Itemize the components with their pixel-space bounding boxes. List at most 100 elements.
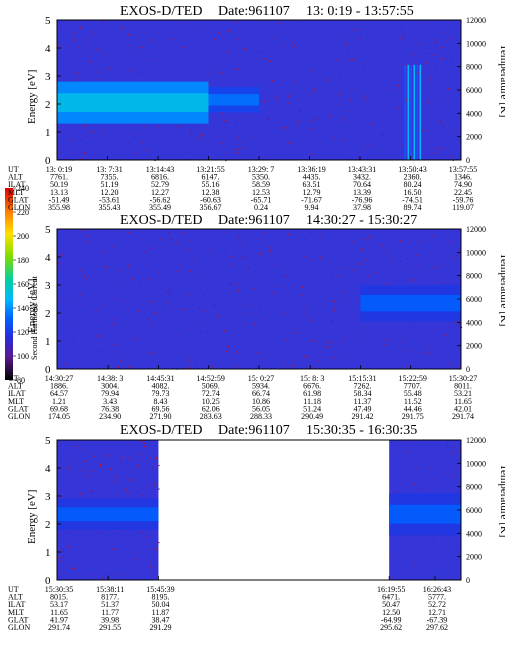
orbit-value: 290.49 [301, 412, 323, 421]
noise-speck [367, 36, 369, 38]
noise-speck [302, 286, 304, 288]
noise-speck [235, 127, 237, 129]
noise-speck [410, 441, 412, 443]
y-tick-label: 4 [45, 463, 51, 475]
noise-speck [262, 338, 265, 340]
noise-speck [444, 40, 446, 42]
noise-speck [391, 261, 393, 263]
noise-speck [383, 41, 385, 43]
noise-speck [202, 134, 204, 136]
noise-speck [99, 79, 101, 81]
noise-speck [138, 471, 141, 473]
noise-speck [77, 301, 79, 303]
noise-speck [159, 239, 161, 241]
noise-speck [177, 33, 179, 35]
noise-speck [414, 483, 416, 485]
noise-speck [435, 42, 437, 44]
noise-speck [182, 46, 184, 48]
noise-speck [98, 531, 100, 534]
noise-speck [227, 30, 230, 33]
y-right-tick-label: 10000 [466, 248, 486, 257]
noise-speck [331, 275, 333, 277]
noise-speck [80, 234, 82, 237]
noise-speck [99, 465, 101, 467]
noise-speck [303, 140, 305, 142]
noise-speck [452, 474, 454, 476]
noise-speck [60, 26, 63, 28]
noise-speck [62, 254, 64, 256]
noise-speck [168, 290, 170, 292]
noise-speck [227, 49, 229, 51]
noise-speck [186, 151, 189, 153]
noise-speck [333, 127, 335, 129]
noise-speck [236, 293, 238, 295]
noise-speck [240, 257, 242, 259]
noise-speck [357, 89, 359, 91]
noise-speck [284, 127, 286, 129]
noise-speck [104, 158, 107, 160]
noise-speck [283, 364, 286, 366]
orbit-value: 4082. [151, 382, 169, 391]
noise-speck [404, 265, 406, 267]
noise-speck [400, 240, 402, 242]
noise-speck [268, 118, 270, 120]
noise-speck [351, 241, 353, 243]
orbit-value: 291.74 [452, 412, 474, 421]
noise-speck [135, 570, 137, 572]
noise-speck [314, 88, 316, 91]
noise-speck [452, 446, 454, 448]
noise-speck [173, 321, 175, 323]
y-tick-label: 2 [45, 308, 51, 320]
noise-speck [74, 52, 77, 54]
noise-speck [272, 37, 274, 39]
noise-speck [213, 39, 215, 41]
orbit-value: 11.87 [152, 608, 170, 617]
noise-speck [399, 280, 401, 282]
noise-speck [203, 294, 205, 296]
noise-speck [246, 257, 248, 259]
panel-time-range: 15:30:35 - 16:30:35 [306, 423, 417, 438]
noise-speck [303, 313, 305, 316]
noise-speck [327, 341, 330, 343]
noise-speck [140, 278, 142, 281]
noise-speck [398, 260, 400, 262]
orbit-row-label: GLON [8, 623, 30, 632]
noise-speck [116, 555, 118, 557]
noise-speck [242, 343, 244, 345]
noise-speck [71, 139, 73, 141]
noise-speck [385, 250, 387, 252]
noise-speck [219, 72, 221, 74]
noise-speck [260, 51, 262, 53]
noise-speck [266, 155, 268, 157]
noise-speck [310, 319, 312, 321]
noise-speck [74, 39, 76, 41]
noise-speck [317, 148, 319, 150]
y-right-tick-label: 0 [466, 365, 470, 374]
noise-speck [198, 254, 200, 256]
noise-speck [130, 366, 132, 368]
noise-speck [132, 452, 134, 454]
noise-speck [355, 298, 357, 300]
noise-speck [155, 456, 157, 458]
orbit-value: -60.63 [200, 195, 221, 204]
noise-speck [130, 54, 133, 56]
noise-speck [316, 118, 318, 120]
orbit-value: 12.71 [428, 608, 446, 617]
noise-speck [155, 457, 157, 459]
orbit-value: -59.76 [453, 195, 474, 204]
orbit-row-label: MLT [8, 397, 24, 406]
noise-speck [253, 323, 255, 325]
noise-speck [66, 21, 68, 23]
orbit-row-label: GLAT [8, 195, 29, 204]
orbit-value: 14:38: 3 [97, 374, 123, 383]
noise-speck [94, 31, 96, 33]
noise-speck [96, 309, 98, 311]
noise-speck [393, 491, 395, 493]
orbit-value: 15:22:59 [398, 374, 426, 383]
noise-speck [235, 351, 238, 353]
noise-speck [195, 360, 197, 362]
orbit-value: 356.67 [200, 203, 222, 212]
orbit-value: 291.55 [99, 623, 121, 632]
noise-speck [189, 270, 191, 272]
noise-speck [441, 36, 443, 38]
